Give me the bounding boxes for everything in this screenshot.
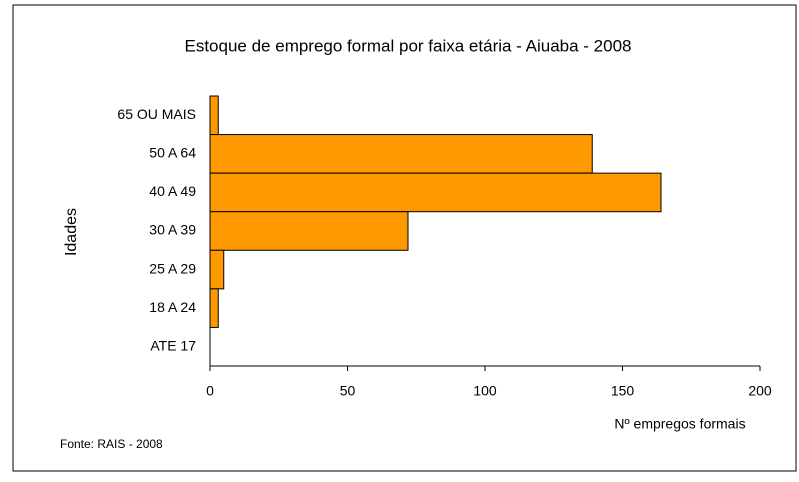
y-axis-label: Idades [63,208,80,256]
bar [209,134,593,174]
x-tick-label: 200 [748,383,772,399]
x-axis-label: Nº empregos formais [614,416,745,432]
y-tick-label: 50 A 64 [149,145,196,161]
chart-title: Estoque de emprego formal por faixa etár… [185,36,632,55]
x-tick-label: 0 [206,383,214,399]
y-tick-label: 18 A 24 [149,299,196,315]
x-tick-label: 100 [473,383,497,399]
bar [209,172,662,213]
y-tick-label: 65 OU MAIS [117,106,196,122]
source-note: Fonte: RAIS - 2008 [60,437,163,451]
bar [209,288,219,328]
x-tick-label: 150 [611,383,635,399]
bar [209,211,409,251]
y-tick-label: 25 A 29 [149,260,196,276]
bar [209,95,219,136]
bar [209,249,225,290]
x-tick-label: 50 [340,383,356,399]
y-tick-label: 40 A 49 [149,183,196,199]
y-tick-label: ATE 17 [150,337,196,353]
y-tick-label: 30 A 39 [149,222,196,238]
